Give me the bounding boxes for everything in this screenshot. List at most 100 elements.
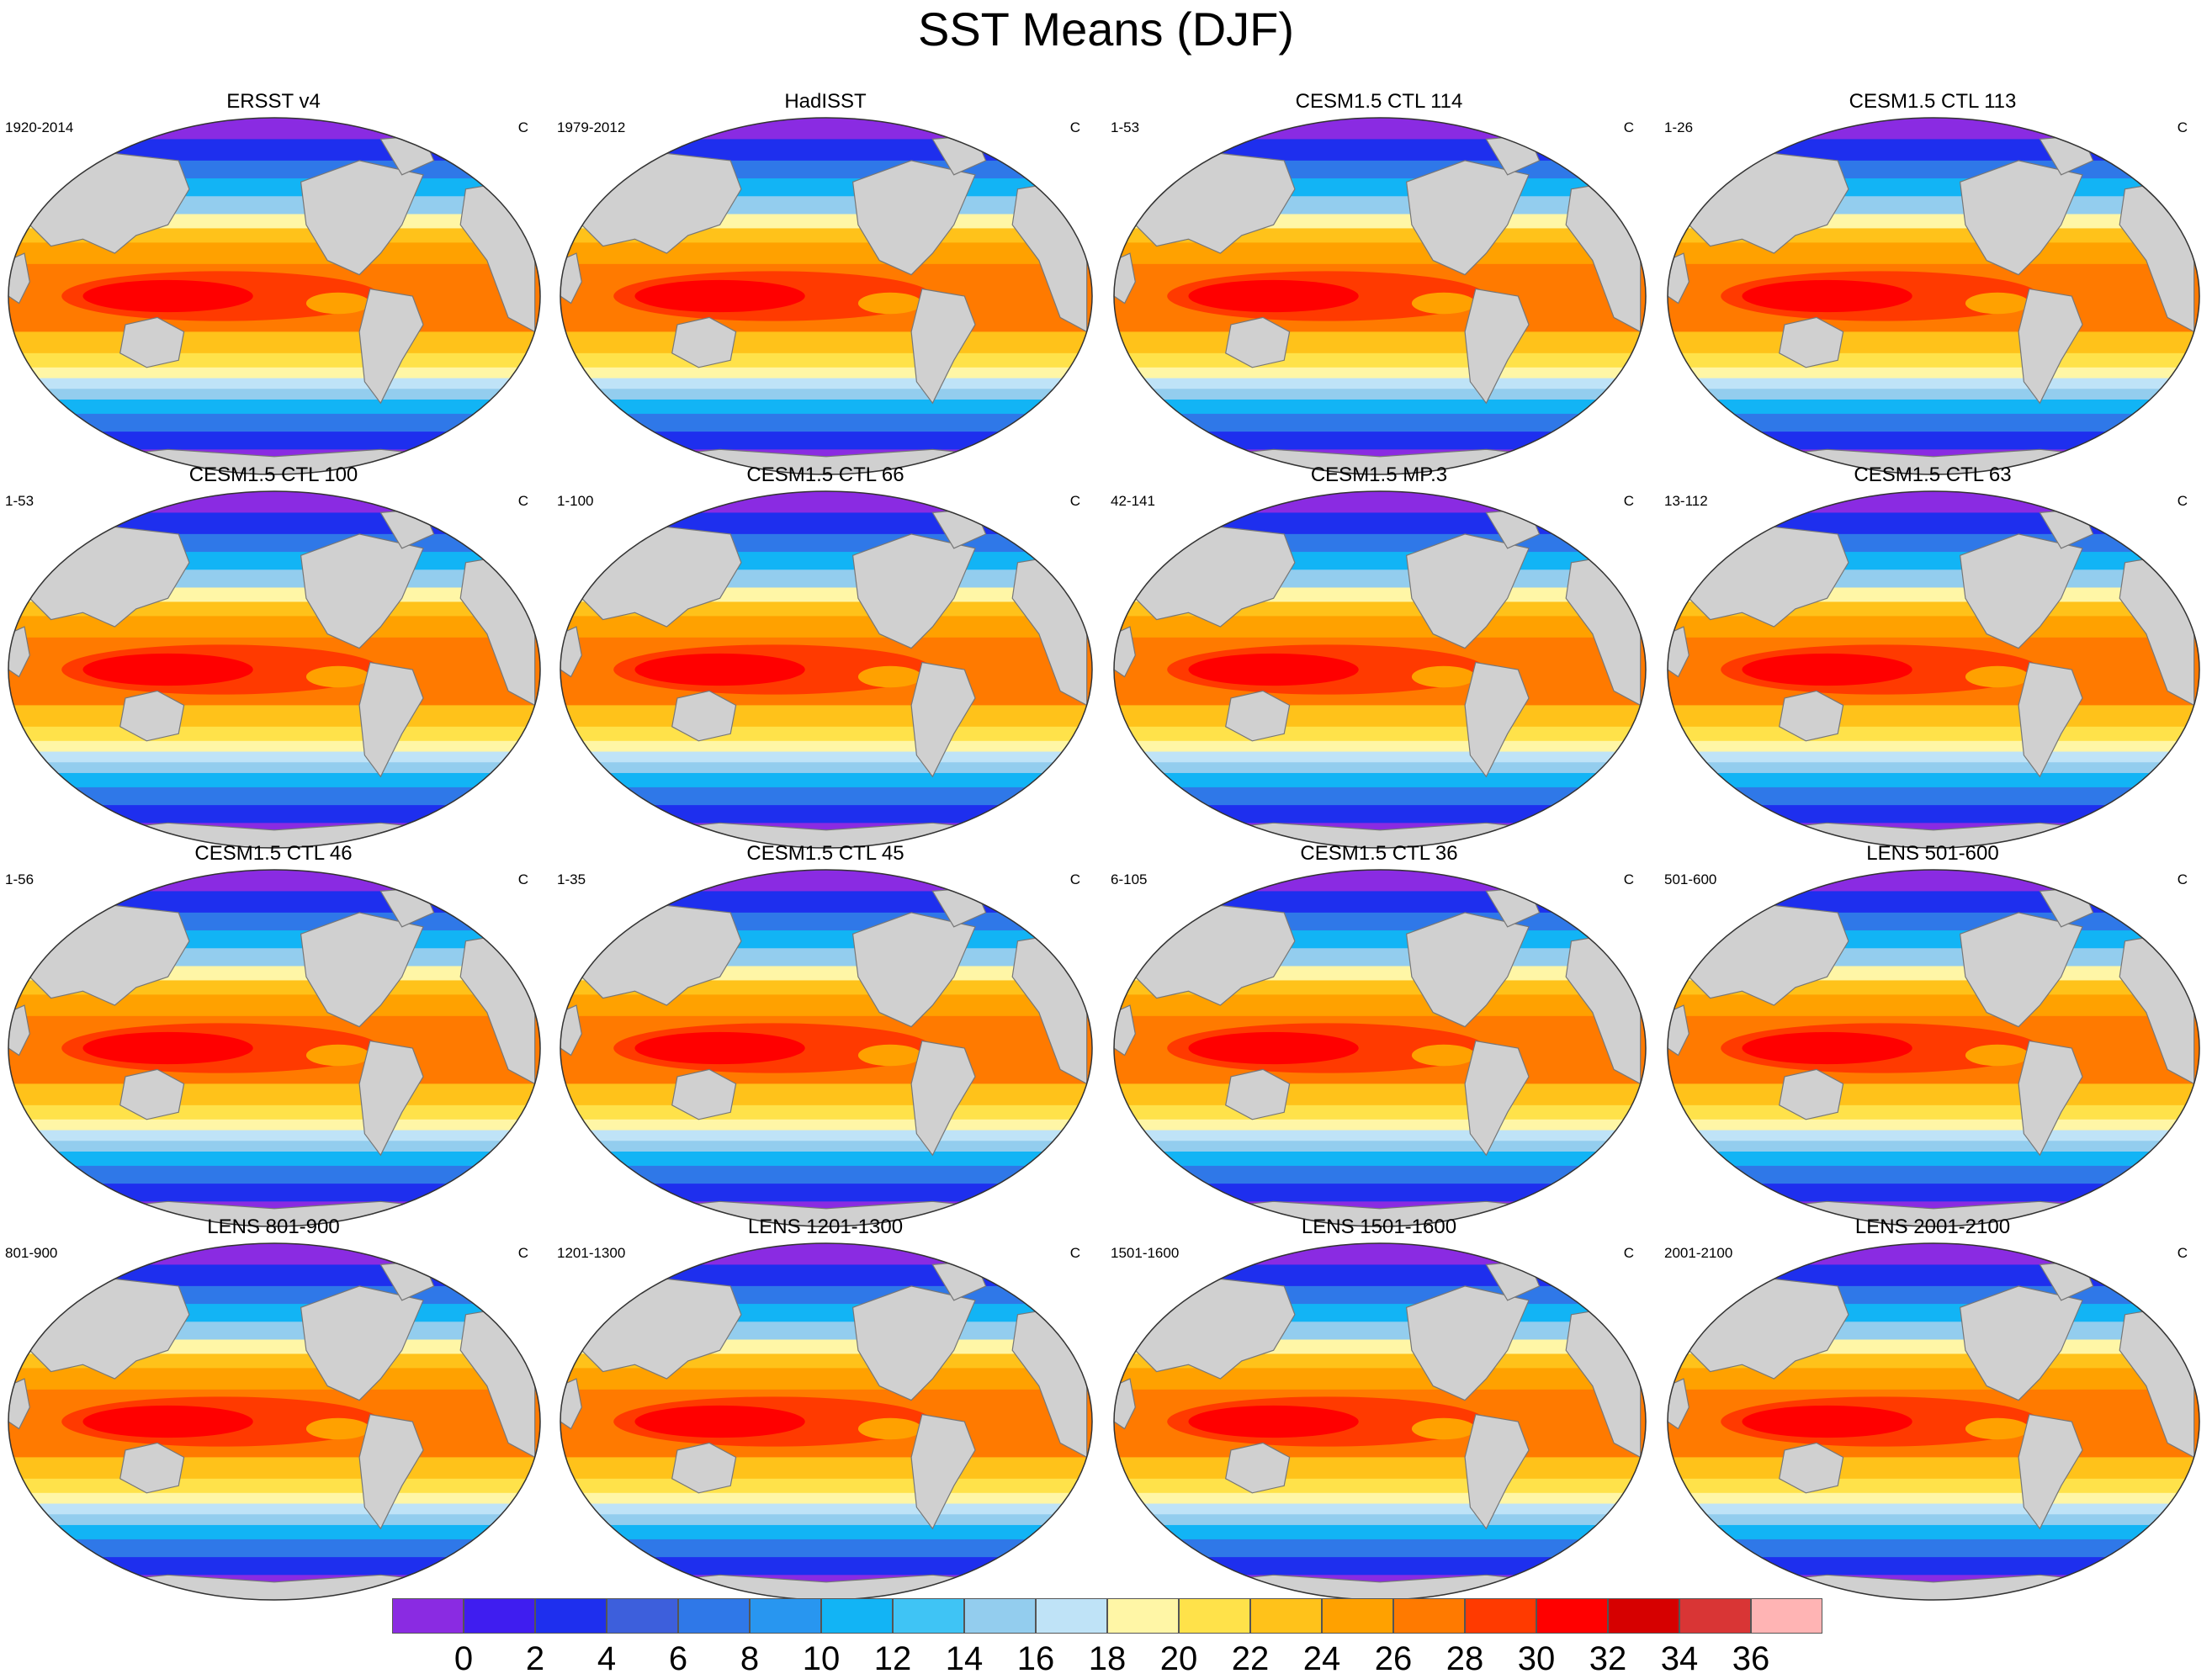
sst-band: [1668, 118, 2199, 140]
sst-band: [1114, 1514, 1646, 1526]
sst-band: [1114, 705, 1646, 728]
sst-band: [560, 1557, 1092, 1576]
sst-band: [8, 1524, 540, 1540]
map-panel: LENS 801-900 801-900 C: [0, 1216, 547, 1612]
colorbar-tick-label: 16: [1016, 1640, 1055, 1677]
sst-band: [1668, 1165, 2199, 1185]
land-mass: [1779, 690, 1844, 742]
sst-band: [560, 705, 1092, 728]
sst-band: [8, 1503, 540, 1516]
sst-band: [1668, 389, 2199, 400]
sst-band: [560, 389, 1092, 400]
sst-band: [8, 1368, 540, 1390]
colorbar-swatch: [1751, 1598, 1822, 1634]
sst-band: [560, 740, 1092, 753]
panel-title: CESM1.5 CTL 46: [194, 842, 353, 865]
sst-map: [560, 117, 1093, 475]
warm-pool-core: [1742, 653, 1912, 686]
land-mass: [851, 912, 976, 1028]
sst-band: [1668, 740, 2199, 753]
sst-band: [560, 1104, 1092, 1120]
sst-band: [1114, 891, 1646, 914]
sst-band: [560, 367, 1092, 379]
sst-band: [8, 762, 540, 774]
land-mass: [358, 661, 424, 778]
sst-band: [560, 805, 1092, 824]
sst-band: [1668, 705, 2199, 728]
colorbar-tick-label: 20: [1159, 1640, 1198, 1677]
sst-band: [560, 1165, 1092, 1185]
sst-band: [1668, 994, 2199, 1017]
sst-band: [8, 1184, 540, 1203]
panel-year-range: 1-56: [5, 871, 34, 887]
sst-band: [1668, 399, 2199, 415]
land-mass: [851, 1285, 976, 1401]
colorbar-swatch: [1250, 1598, 1322, 1634]
panel-year-range: 1-53: [5, 493, 34, 509]
map-panel: CESM1.5 CTL 113 1-26 C: [1659, 91, 2206, 486]
colorbar-tick-label: 24: [1302, 1640, 1341, 1677]
panel-units: C: [1623, 1245, 1634, 1261]
land-mass: [851, 533, 976, 649]
sst-band: [1114, 1492, 1646, 1505]
sst-band: [560, 1151, 1092, 1167]
sst-band: [8, 1457, 540, 1480]
sst-band: [1114, 139, 1646, 162]
sst-band: [560, 870, 1092, 892]
map-border: [560, 490, 1093, 849]
sst-band: [560, 994, 1092, 1017]
panel-units: C: [1623, 493, 1634, 509]
sst-band: [1114, 740, 1646, 753]
warm-pool-core: [634, 653, 805, 686]
cold-tongue: [305, 1417, 370, 1440]
land-mass: [910, 661, 976, 778]
panel-year-range: 1-35: [557, 871, 586, 887]
panel-units: C: [517, 871, 528, 887]
sst-band: [560, 891, 1092, 914]
sst-map: [1667, 117, 2200, 475]
panel-year-range: 1-26: [1664, 119, 1694, 135]
cold-tongue: [857, 292, 922, 315]
panel-title: CESM1.5 CTL 45: [746, 842, 904, 865]
sst-band: [8, 1539, 540, 1559]
panel-units: C: [2177, 119, 2188, 135]
colorbar-tick-label: 32: [1589, 1640, 1627, 1677]
sst-band: [1114, 352, 1646, 368]
sst-band: [560, 1141, 1092, 1152]
sst-band: [1668, 762, 2199, 774]
sst-band: [560, 1514, 1092, 1526]
sst-band: [560, 1524, 1092, 1540]
colorbar-tick-label: 8: [740, 1640, 760, 1677]
warm-pool-core: [1742, 279, 1912, 313]
sst-band: [560, 1243, 1092, 1266]
map-panel: CESM1.5 CTL 63 13-112 C: [1659, 464, 2206, 860]
sst-band: [8, 1514, 540, 1526]
colorbar-swatch: [821, 1598, 893, 1634]
cold-tongue: [1411, 665, 1476, 688]
map-panel: CESM1.5 MP.3 42-141 C: [1106, 464, 1652, 860]
sst-band: [8, 891, 540, 914]
land-mass: [1779, 1442, 1844, 1494]
land-mass: [1405, 1285, 1530, 1401]
panel-units: C: [517, 493, 528, 509]
map-border: [1113, 869, 1647, 1227]
colorbar-swatch: [1536, 1598, 1608, 1634]
warm-pool-core: [634, 1405, 805, 1438]
sst-band: [1668, 378, 2199, 390]
sst-band: [1668, 1119, 2199, 1131]
sst-band: [8, 399, 540, 415]
land-mass: [300, 533, 424, 649]
sst-band: [8, 1243, 540, 1266]
colorbar-swatch: [1393, 1598, 1465, 1634]
sst-band: [560, 432, 1092, 451]
sst-map: [1113, 117, 1647, 475]
land-mass: [358, 1040, 424, 1157]
sst-band: [1114, 1165, 1646, 1185]
panel-year-range: 1-100: [557, 493, 594, 509]
sst-band: [8, 378, 540, 390]
land-mass: [1405, 912, 1530, 1028]
land-mass: [1464, 288, 1530, 405]
sst-band: [8, 367, 540, 379]
sst-band: [1114, 1119, 1646, 1131]
sst-band: [8, 389, 540, 400]
